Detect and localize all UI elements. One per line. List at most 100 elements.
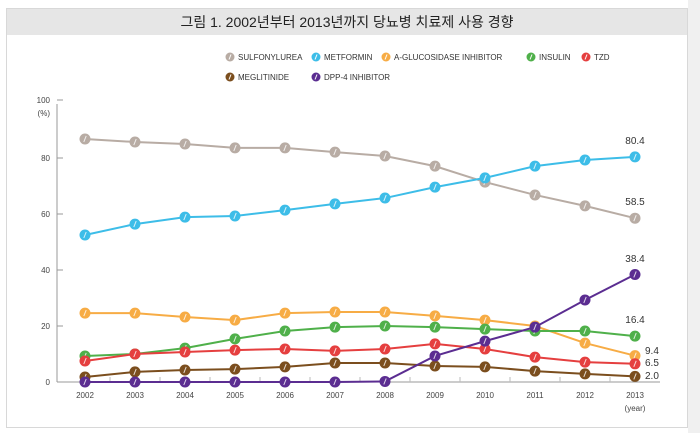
data-point-slash — [633, 153, 637, 161]
data-point-slash — [633, 215, 637, 222]
data-point-slash — [533, 191, 537, 199]
data-point-slash — [483, 345, 487, 353]
data-point-slash — [183, 313, 187, 321]
series-meglitinide — [79, 357, 641, 383]
data-point-slash — [233, 365, 237, 373]
data-point-slash — [333, 378, 337, 386]
data-point-slash — [283, 345, 287, 353]
data-point-slash — [483, 337, 487, 345]
legend-marker-slash — [584, 54, 588, 60]
end-value-label: 38.4 — [625, 254, 645, 265]
data-point-slash — [333, 323, 337, 331]
data-point-slash — [383, 194, 387, 202]
data-point-slash — [583, 358, 587, 366]
data-point-slash — [433, 340, 437, 348]
data-point-slash — [83, 357, 87, 365]
data-point-slash — [333, 308, 337, 316]
x-axis-unit: (year) — [625, 404, 646, 413]
x-tick-label-2007: 2007 — [326, 391, 344, 400]
data-point-slash — [183, 378, 187, 386]
chart-title: 그림 1. 2002년부터 2013년까지 당뇨병 치료제 사용 경향 — [7, 9, 687, 35]
data-point-slash — [433, 362, 437, 370]
legend-label-dpp-4-inhibitor: DPP-4 INHIBITOR — [324, 73, 390, 82]
legend-label-tzd: TZD — [594, 53, 610, 62]
series-line — [84, 342, 636, 365]
x-tick-label-2006: 2006 — [276, 391, 294, 400]
y-tick-label-40: 40 — [41, 266, 50, 275]
x-tick-label-2003: 2003 — [126, 391, 144, 400]
end-value-label: 80.4 — [625, 136, 645, 147]
legend-label-a-glucosidase-inhibitor: A-GLUCOSIDASE INHIBITOR — [394, 53, 503, 62]
data-point-slash — [133, 220, 137, 228]
data-point-slash — [383, 345, 387, 353]
data-point-slash — [233, 335, 237, 343]
data-point-slash — [433, 162, 437, 170]
legend-marker-slash — [529, 54, 533, 60]
data-point-slash — [633, 271, 637, 278]
legend-label-sulfonylurea: SULFONYLUREA — [238, 53, 303, 62]
x-tick-label-2004: 2004 — [176, 391, 194, 400]
data-point-slash — [233, 378, 237, 386]
data-point-slash — [233, 144, 237, 152]
data-point-slash — [133, 309, 137, 317]
data-point-slash — [283, 327, 287, 335]
data-point-slash — [183, 140, 187, 148]
series-line — [84, 155, 636, 236]
series-metformin — [79, 151, 641, 241]
data-point-slash — [433, 183, 437, 191]
data-point-slash — [433, 323, 437, 331]
end-value-label: 16.4 — [625, 315, 645, 326]
y-tick-label-60: 60 — [41, 210, 50, 219]
data-point-slash — [183, 366, 187, 374]
x-tick-label-2011: 2011 — [526, 391, 544, 400]
series-insulin — [79, 320, 641, 362]
data-point-slash — [133, 368, 137, 376]
data-point-slash — [583, 339, 587, 347]
legend-marker-slash — [228, 54, 232, 60]
data-point-slash — [83, 309, 87, 317]
data-point-slash — [633, 360, 637, 367]
data-point-slash — [583, 202, 587, 210]
data-point-slash — [333, 347, 337, 355]
data-point-slash — [133, 378, 137, 386]
data-point-slash — [483, 174, 487, 182]
end-value-label: 58.5 — [625, 197, 645, 208]
data-point-slash — [483, 325, 487, 333]
data-point-slash — [533, 323, 537, 331]
x-tick-label-2013: 2013 — [626, 391, 644, 400]
data-point-slash — [383, 152, 387, 160]
data-point-slash — [383, 359, 387, 367]
x-tick-label-2008: 2008 — [376, 391, 394, 400]
series-sulfonylurea — [79, 133, 641, 224]
data-point-slash — [483, 316, 487, 324]
legend-marker-slash — [384, 54, 388, 60]
data-point-slash — [333, 359, 337, 367]
x-tick-label-2010: 2010 — [476, 391, 494, 400]
legend-marker-slash — [314, 74, 318, 80]
end-value-label: 6.5 — [645, 358, 659, 369]
data-point-slash — [383, 378, 387, 385]
data-point-slash — [233, 212, 237, 220]
legend-label-metformin: METFORMIN — [324, 53, 373, 62]
data-point-slash — [583, 156, 587, 164]
series-line — [84, 137, 636, 220]
data-point-slash — [283, 144, 287, 152]
legend-marker-slash — [314, 54, 318, 60]
data-point-slash — [383, 308, 387, 316]
end-value-label: 9.4 — [645, 346, 659, 357]
data-point-slash — [233, 316, 237, 324]
data-point-slash — [583, 370, 587, 378]
data-point-slash — [583, 327, 587, 335]
data-point-slash — [133, 138, 137, 146]
series-line — [85, 311, 636, 357]
data-point-slash — [333, 200, 337, 208]
data-point-slash — [283, 309, 287, 317]
series-line — [84, 361, 636, 378]
y-tick-label-20: 20 — [41, 322, 50, 331]
data-point-slash — [383, 322, 387, 330]
data-point-slash — [83, 135, 87, 143]
data-point-slash — [183, 213, 187, 221]
data-point-slash — [233, 346, 237, 354]
series-tzd — [79, 338, 641, 370]
